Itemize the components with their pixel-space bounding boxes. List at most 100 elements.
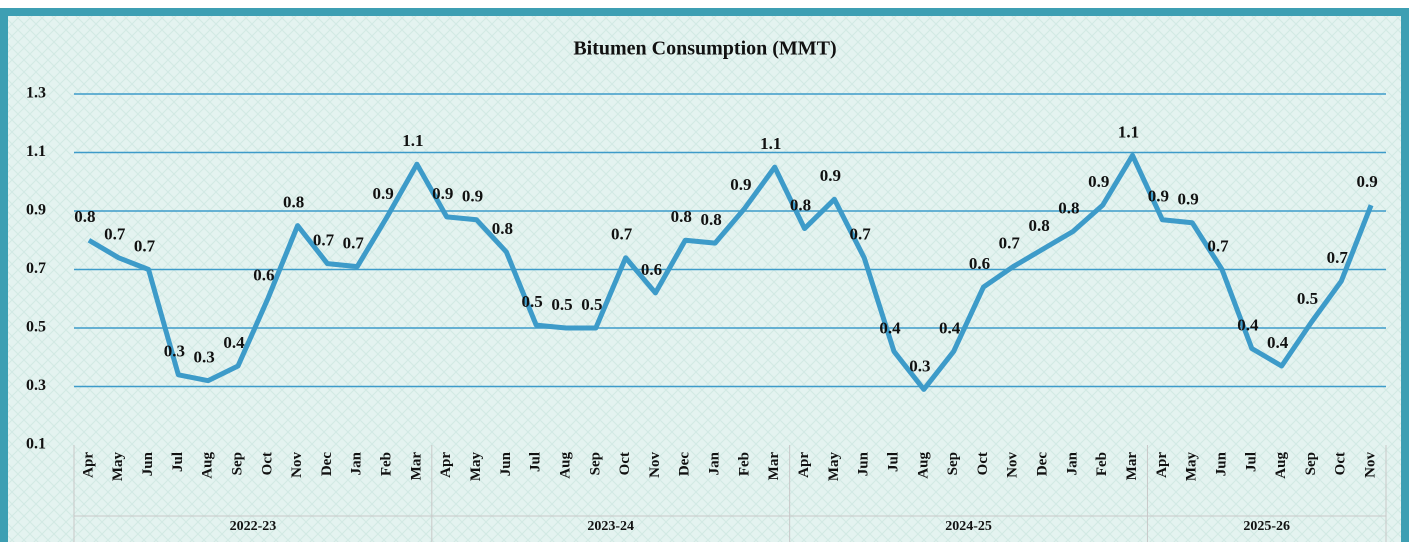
y-tick-label: 1.1 bbox=[26, 143, 46, 160]
x-tick-label: Mar bbox=[1124, 452, 1140, 481]
data-label: 0.3 bbox=[909, 356, 930, 375]
group-label: 2023-24 bbox=[587, 519, 634, 534]
x-tick-label: Oct bbox=[617, 452, 633, 475]
data-label: 0.9 bbox=[1178, 190, 1199, 209]
x-tick-label: Sep bbox=[587, 452, 603, 475]
data-label: 0.7 bbox=[999, 233, 1021, 252]
x-tick-label: Oct bbox=[975, 452, 991, 475]
data-label: 1.1 bbox=[402, 131, 423, 150]
data-label: 0.7 bbox=[850, 225, 872, 244]
x-tick-label: May bbox=[1184, 452, 1200, 482]
data-label: 0.9 bbox=[372, 184, 393, 203]
data-label: 0.8 bbox=[1058, 198, 1079, 217]
data-label: 1.1 bbox=[760, 134, 781, 153]
group-label: 2022-23 bbox=[230, 519, 277, 534]
data-label: 0.5 bbox=[581, 295, 602, 314]
x-tick-label: Aug bbox=[1273, 452, 1289, 479]
line bbox=[87, 152, 1374, 392]
x-tick-label: Dec bbox=[677, 452, 693, 476]
data-label: 0.4 bbox=[879, 318, 901, 337]
data-label: 0.5 bbox=[1297, 289, 1318, 308]
data-label: 0.8 bbox=[74, 207, 95, 226]
x-tick-label: Aug bbox=[915, 452, 931, 479]
data-label: 0.4 bbox=[1237, 315, 1259, 334]
data-label: 1.1 bbox=[1118, 122, 1139, 141]
data-label: 0.4 bbox=[939, 318, 961, 337]
data-label: 0.7 bbox=[343, 233, 365, 252]
x-tick-label: Feb bbox=[379, 452, 395, 476]
x-tick-label: Nov bbox=[1363, 452, 1379, 478]
data-label: 0.9 bbox=[820, 166, 841, 185]
data-label: 0.9 bbox=[1356, 172, 1377, 191]
x-tick-label: Apr bbox=[796, 452, 812, 478]
data-label: 0.7 bbox=[611, 225, 633, 244]
x-tick-label: Sep bbox=[945, 452, 961, 475]
data-label: 0.8 bbox=[671, 207, 692, 226]
x-tick-label: Oct bbox=[1333, 452, 1349, 475]
data-label: 0.9 bbox=[432, 184, 453, 203]
x-tick-label: Jul bbox=[528, 452, 544, 472]
x-tick-label: Nov bbox=[289, 452, 305, 478]
x-tick-label: Dec bbox=[319, 452, 335, 476]
data-label: 0.8 bbox=[1028, 216, 1049, 235]
y-tick-label: 0.9 bbox=[26, 202, 46, 219]
x-tick-label: Mar bbox=[408, 452, 424, 481]
x-tick-label: Dec bbox=[1035, 452, 1051, 476]
x-tick-label: Aug bbox=[200, 452, 216, 479]
y-tick-label: 0.5 bbox=[26, 319, 46, 336]
x-tick-label: Apr bbox=[80, 452, 96, 478]
x-tick-label: Jun bbox=[1213, 451, 1229, 476]
x-tick-label: Nov bbox=[1005, 452, 1021, 478]
data-label: 0.9 bbox=[1088, 172, 1109, 191]
data-label: 0.8 bbox=[790, 195, 811, 214]
data-label: 0.9 bbox=[730, 175, 751, 194]
x-tick-label: Feb bbox=[736, 452, 752, 476]
group-label: 2024-25 bbox=[945, 519, 992, 534]
x-tick-label: Apr bbox=[1154, 452, 1170, 478]
x-tick-label: Mar bbox=[766, 452, 782, 481]
x-tick-label: Jun bbox=[140, 451, 156, 476]
data-label: 0.9 bbox=[462, 187, 483, 206]
data-label: 0.7 bbox=[1327, 248, 1349, 267]
x-tick-label: Nov bbox=[647, 452, 663, 478]
x-tick-label: May bbox=[468, 452, 484, 482]
data-label: 0.8 bbox=[492, 219, 513, 238]
data-label: 0.3 bbox=[194, 348, 215, 367]
x-tick-label: Jul bbox=[1243, 452, 1259, 472]
data-label: 0.9 bbox=[1148, 187, 1169, 206]
x-tick-label: Oct bbox=[259, 452, 275, 475]
x-tick-label: Sep bbox=[1303, 452, 1319, 475]
group-label: 2025-26 bbox=[1243, 519, 1290, 534]
data-label: 0.7 bbox=[104, 225, 126, 244]
x-tick-label: Feb bbox=[1094, 452, 1110, 476]
x-tick-label: May bbox=[826, 452, 842, 482]
x-tick-label: Jul bbox=[885, 452, 901, 472]
data-label: 0.6 bbox=[253, 266, 274, 285]
x-tick-label: May bbox=[110, 452, 126, 482]
data-label: 0.3 bbox=[164, 342, 185, 361]
x-tick-label: Sep bbox=[229, 452, 245, 475]
x-tick-label: Jun bbox=[856, 451, 872, 476]
data-label: 0.5 bbox=[551, 295, 572, 314]
data-label: 0.7 bbox=[1207, 236, 1229, 255]
data-label: 0.6 bbox=[641, 260, 662, 279]
data-label: 0.8 bbox=[283, 193, 304, 212]
x-tick-label: Jun bbox=[498, 451, 514, 476]
data-label: 0.6 bbox=[969, 254, 990, 273]
x-tick-label: Apr bbox=[438, 452, 454, 478]
x-tick-label: Jan bbox=[1064, 451, 1080, 475]
data-label: 0.7 bbox=[134, 236, 156, 255]
x-tick-label: Jan bbox=[349, 451, 365, 475]
data-label: 0.4 bbox=[1267, 333, 1289, 352]
y-tick-label: 0.7 bbox=[26, 260, 46, 277]
chart-frame bbox=[0, 8, 1409, 547]
chart-title: Bitumen Consumption (MMT) bbox=[573, 38, 836, 60]
data-label: 0.8 bbox=[700, 210, 721, 229]
y-tick-label: 0.3 bbox=[26, 377, 46, 394]
data-label: 0.7 bbox=[313, 231, 335, 250]
x-tick-label: Jan bbox=[707, 451, 723, 475]
y-tick-label: 0.1 bbox=[26, 436, 46, 453]
data-label: 0.4 bbox=[223, 333, 245, 352]
